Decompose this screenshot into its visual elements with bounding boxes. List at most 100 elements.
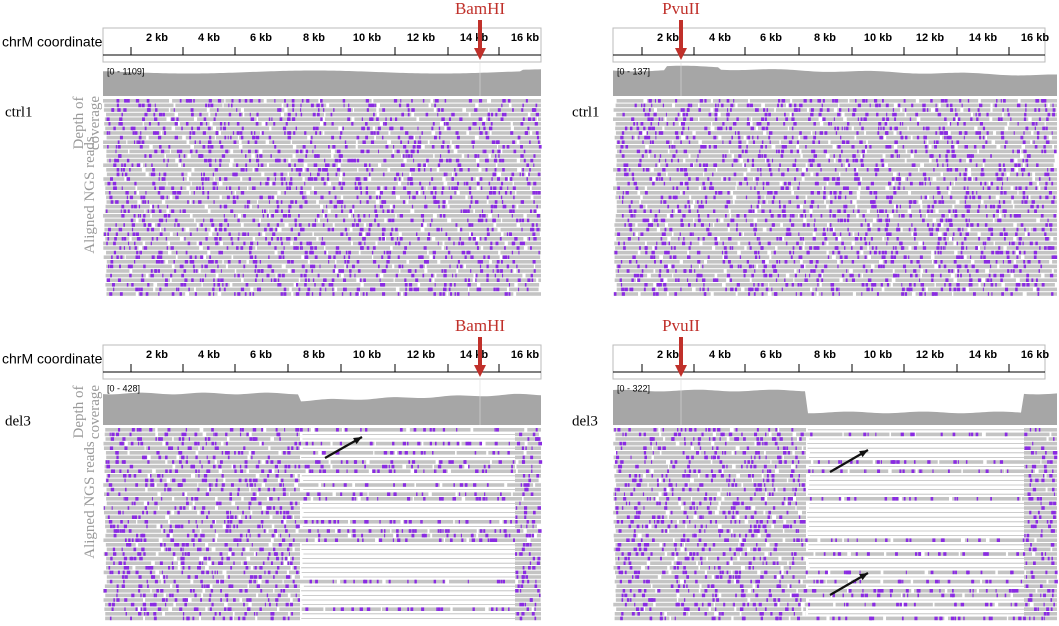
mismatch [856,158,858,163]
mismatch [216,108,219,112]
mismatch [179,99,182,103]
mismatch [110,273,112,278]
mismatch [244,204,246,209]
read [502,255,541,259]
mismatch [899,204,902,209]
mismatch [914,237,916,241]
mismatch [332,483,335,487]
mismatch [179,506,183,510]
mismatch [938,200,942,204]
mismatch [814,227,817,232]
mismatch [520,483,523,487]
mismatch [903,186,905,190]
mismatch [257,112,259,117]
read [411,172,452,177]
mismatch [502,273,504,278]
mismatch [196,227,198,232]
mismatch [749,246,752,250]
mismatch [245,163,248,167]
mismatch [430,168,432,172]
mismatch [382,292,386,296]
mismatch [850,246,853,250]
mismatch [400,140,403,144]
mismatch [747,117,749,121]
read [368,492,429,496]
mismatch [704,195,707,200]
mismatch [331,227,335,232]
mismatch [334,158,339,163]
mismatch [439,154,442,158]
mismatch [294,520,297,524]
read [272,515,294,519]
mismatch [205,103,208,108]
read [106,158,176,163]
mismatch [670,246,673,250]
mismatch [258,99,261,103]
mismatch [253,260,258,264]
read [126,177,187,181]
mismatch [107,515,110,519]
mismatch [835,99,839,103]
mismatch [501,260,503,264]
read [240,515,270,519]
mismatch [645,250,648,255]
mismatch [702,287,705,292]
read [691,195,733,200]
mismatch [522,474,526,478]
mismatch [620,278,622,282]
mismatch [221,474,224,478]
mismatch [201,278,204,282]
mismatch [891,250,893,255]
mismatch [965,191,970,195]
read [392,204,448,209]
read [470,232,502,236]
mismatch [261,428,264,432]
mismatch [847,227,849,232]
read [729,149,800,154]
mismatch [909,287,913,292]
read [406,464,433,469]
mismatch [236,108,238,112]
mismatch [291,446,294,450]
read [309,191,376,195]
read [288,223,333,227]
read [733,191,792,195]
mismatch [821,292,823,296]
mismatch [940,131,944,135]
mismatch [423,428,426,432]
mismatch [810,191,814,195]
mismatch [796,204,800,209]
mismatch [898,154,900,158]
mismatch [936,163,939,167]
read [147,501,193,506]
mismatch [415,232,418,236]
mismatch [213,117,216,121]
mismatch [337,273,339,278]
mismatch [939,131,942,135]
mismatch [1006,255,1010,259]
mismatch [391,209,394,213]
mismatch [383,269,386,273]
mismatch [946,227,950,232]
mismatch [823,227,826,232]
mismatch [896,154,898,158]
mismatch [791,214,795,218]
mismatch [447,149,450,154]
mismatch [1029,241,1032,246]
mismatch [210,260,214,264]
mismatch [152,131,157,135]
read [777,246,803,250]
mismatch [1018,250,1022,255]
mismatch [117,278,121,282]
mismatch [108,191,111,195]
mismatch [216,501,219,506]
mismatch [1015,232,1018,236]
mismatch [182,492,185,496]
mismatch [275,510,279,515]
mismatch [162,177,166,181]
mismatch [448,117,452,121]
mismatch [819,108,823,112]
mismatch [756,204,759,209]
mismatch [988,195,991,200]
read [223,103,282,108]
